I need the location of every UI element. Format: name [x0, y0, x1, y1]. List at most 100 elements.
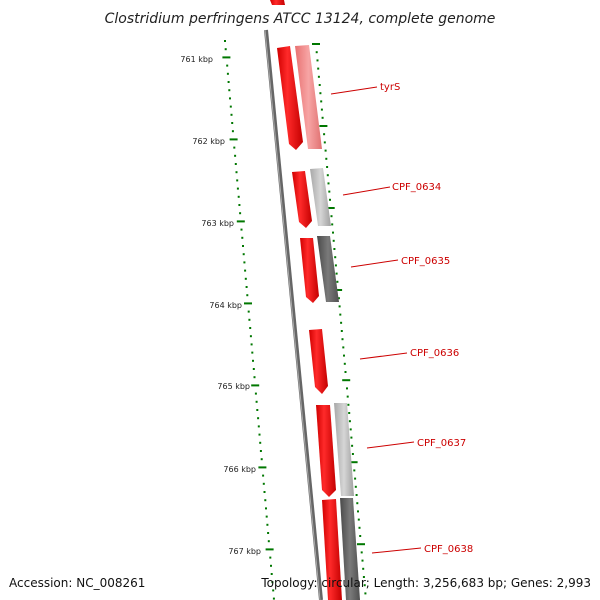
minor-tick — [226, 72, 229, 75]
leader-line — [342, 186, 391, 196]
minor-tick — [251, 351, 254, 354]
minor-tick — [333, 248, 336, 250]
minor-tick — [262, 482, 265, 485]
minor-tick — [258, 433, 261, 436]
minor-tick — [252, 368, 255, 370]
gene-label-tyrs: tyrS — [380, 82, 400, 93]
minor-tick — [227, 81, 230, 83]
minor-tick — [267, 532, 270, 534]
minor-tick — [259, 450, 262, 452]
major-tick — [244, 302, 252, 305]
gene-label-cpf-0638: CPF_0638 — [424, 544, 473, 555]
ruler-right — [312, 43, 367, 595]
minor-tick — [250, 343, 253, 346]
minor-tick — [243, 261, 246, 264]
cds-block — [334, 403, 354, 496]
minor-tick — [242, 245, 244, 247]
tick-label: 761 kbp — [180, 55, 213, 64]
minor-tick — [323, 133, 326, 136]
minor-tick — [339, 313, 342, 316]
minor-tick — [347, 403, 350, 406]
topology-text: Topology: circular; Length: 3,256,683 bp… — [260, 576, 591, 590]
minor-tick — [359, 535, 362, 537]
minor-tick — [256, 409, 259, 411]
minor-tick — [346, 395, 349, 398]
minor-tick — [344, 371, 347, 373]
tick-label: 765 kbp — [217, 382, 250, 391]
minor-tick — [254, 392, 257, 395]
minor-tick — [343, 354, 345, 357]
minor-tick — [341, 338, 344, 341]
minor-tick — [357, 510, 359, 513]
minor-tick — [358, 526, 361, 529]
minor-tick — [332, 239, 335, 242]
minor-tick — [247, 310, 250, 313]
major-tick — [342, 379, 351, 382]
cds-block — [310, 168, 331, 226]
cds-block — [340, 498, 360, 600]
minor-tick — [224, 40, 226, 42]
minor-tick — [362, 576, 365, 578]
minor-tick — [233, 146, 236, 149]
cds-arrow — [316, 405, 336, 497]
map-title: Clostridium perfringens ATCC 13124, comp… — [105, 11, 496, 27]
minor-tick — [357, 518, 360, 521]
minor-tick — [326, 166, 329, 168]
cds-arrow — [292, 171, 312, 228]
minor-tick — [255, 400, 258, 403]
minor-tick — [245, 286, 248, 288]
minor-tick — [242, 253, 245, 256]
minor-tick — [239, 212, 242, 215]
minor-tick — [361, 559, 364, 562]
major-tick — [265, 548, 274, 551]
minor-tick — [320, 108, 323, 111]
minor-tick — [362, 567, 365, 570]
minor-tick — [236, 187, 239, 190]
major-tick — [236, 220, 245, 223]
minor-tick — [316, 59, 319, 62]
tick-label: 767 kbp — [228, 547, 261, 556]
minor-tick — [267, 540, 270, 543]
minor-tick — [329, 198, 331, 201]
tick-label: 763 kbp — [201, 219, 234, 228]
gene-label-cpf-0634: CPF_0634 — [392, 182, 441, 193]
major-tick — [229, 138, 238, 141]
cds-arrow — [270, 0, 285, 5]
minor-tick — [364, 592, 367, 595]
minor-tick — [229, 105, 232, 108]
minor-tick — [343, 362, 346, 365]
leader-line — [371, 547, 422, 554]
major-tick — [349, 461, 358, 464]
minor-tick — [326, 174, 329, 177]
cds-block — [295, 45, 322, 149]
minor-tick — [348, 420, 351, 423]
tick-labels: 761 kbp 762 kbp 763 kbp 764 kbp 765 kbp … — [180, 55, 261, 556]
minor-tick — [351, 444, 354, 447]
minor-tick — [348, 412, 351, 414]
minor-tick — [230, 113, 233, 116]
cds-block — [317, 236, 339, 302]
minor-tick — [353, 469, 356, 472]
minor-tick — [244, 269, 247, 272]
cds-arrow — [277, 46, 303, 150]
minor-tick — [317, 75, 320, 78]
minor-tick — [240, 228, 243, 231]
minor-tick — [320, 100, 323, 103]
minor-tick — [262, 474, 265, 477]
leader-line — [350, 259, 399, 268]
minor-tick — [270, 573, 273, 575]
minor-tick — [237, 195, 240, 198]
minor-tick — [334, 264, 337, 267]
major-tick — [222, 56, 231, 59]
minor-tick — [325, 157, 328, 160]
gene-labels: tyrS CPF_0634 CPF_0635 CPF_0636 CPF_0637… — [330, 82, 473, 555]
minor-tick — [226, 64, 229, 67]
minor-tick — [266, 523, 269, 526]
minor-tick — [334, 256, 337, 259]
major-tick — [326, 207, 335, 209]
minor-tick — [248, 318, 251, 321]
minor-tick — [231, 122, 234, 124]
minor-tick — [318, 84, 321, 86]
minor-tick — [327, 182, 330, 185]
